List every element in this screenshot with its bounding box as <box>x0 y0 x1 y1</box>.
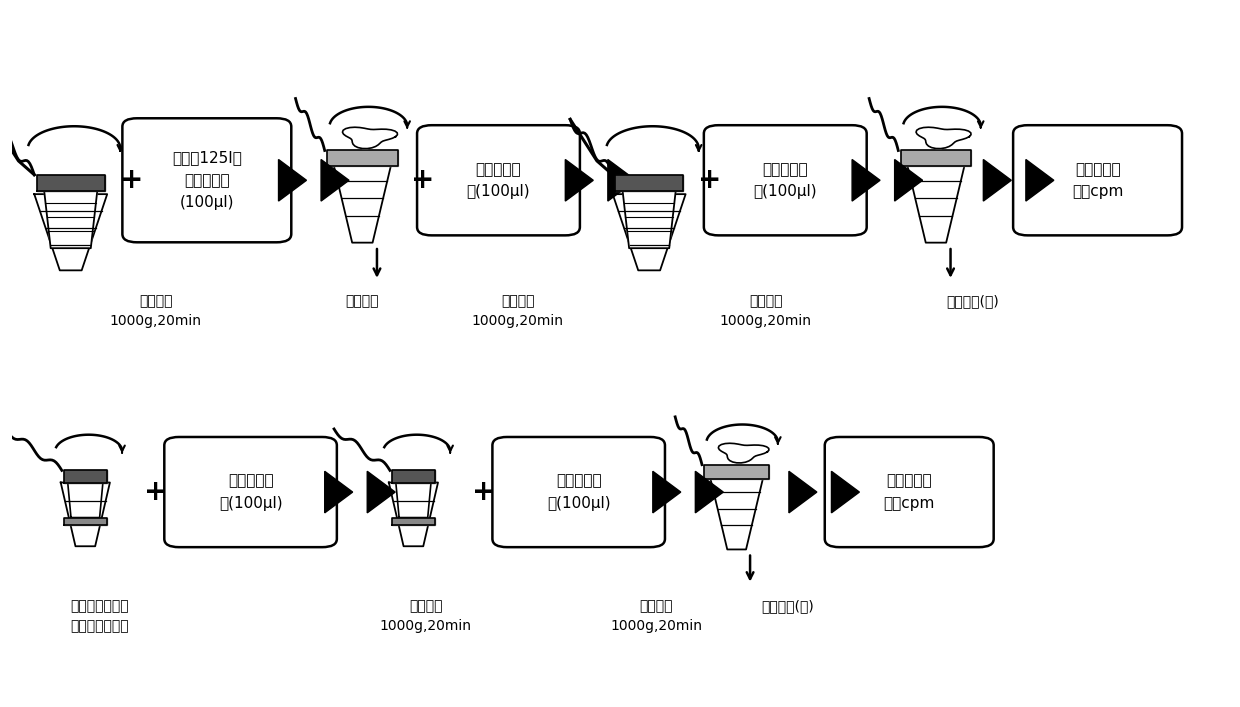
Text: 超滤离心
1000g,20min: 超滤离心 1000g,20min <box>472 295 564 328</box>
Text: 超滤下液(总): 超滤下液(总) <box>946 295 998 309</box>
Polygon shape <box>832 472 859 513</box>
Polygon shape <box>709 476 764 549</box>
Polygon shape <box>613 194 686 270</box>
Polygon shape <box>906 163 965 243</box>
Text: 超滤上液(总): 超滤上液(总) <box>761 600 815 614</box>
FancyBboxPatch shape <box>1013 125 1182 235</box>
Polygon shape <box>900 151 971 166</box>
Polygon shape <box>696 472 723 513</box>
Polygon shape <box>396 479 432 518</box>
Text: +: + <box>144 478 167 506</box>
Polygon shape <box>615 175 683 192</box>
Text: 生理盐水洗
涤(100μl): 生理盐水洗 涤(100μl) <box>754 162 817 199</box>
Text: 超滤离心
1000g,20min: 超滤离心 1000g,20min <box>379 600 471 633</box>
Text: +: + <box>120 166 143 194</box>
Polygon shape <box>622 189 676 248</box>
Polygon shape <box>64 518 107 525</box>
Polygon shape <box>67 479 103 518</box>
Polygon shape <box>367 472 396 513</box>
Polygon shape <box>334 163 392 243</box>
Polygon shape <box>392 470 435 482</box>
Text: +: + <box>698 166 722 194</box>
FancyBboxPatch shape <box>123 118 291 243</box>
Polygon shape <box>325 472 352 513</box>
Text: 超滤离心
1000g,20min: 超滤离心 1000g,20min <box>720 295 812 328</box>
FancyBboxPatch shape <box>492 437 665 547</box>
Polygon shape <box>894 160 923 201</box>
Polygon shape <box>64 470 107 482</box>
Text: 掺入含125I标
记血浆样品
(100μl): 掺入含125I标 记血浆样品 (100μl) <box>172 151 242 210</box>
Text: 生理盐水洗
涤(100μl): 生理盐水洗 涤(100μl) <box>547 474 610 510</box>
Polygon shape <box>852 160 880 201</box>
Text: 测定放射性
计数cpm: 测定放射性 计数cpm <box>1071 162 1123 199</box>
Polygon shape <box>321 160 348 201</box>
Polygon shape <box>1025 160 1054 201</box>
Polygon shape <box>983 160 1012 201</box>
Text: 将滤膜取出反置
于另一超滤管中: 将滤膜取出反置 于另一超滤管中 <box>71 600 129 633</box>
Text: +: + <box>412 166 435 194</box>
Polygon shape <box>916 127 971 148</box>
Text: +: + <box>472 478 496 506</box>
FancyBboxPatch shape <box>704 125 867 235</box>
Polygon shape <box>43 189 98 248</box>
Polygon shape <box>718 443 769 463</box>
Text: 测定放射性
计数cpm: 测定放射性 计数cpm <box>884 474 935 510</box>
Text: 超滤离心
1000g,20min: 超滤离心 1000g,20min <box>110 295 202 328</box>
Polygon shape <box>789 472 817 513</box>
Polygon shape <box>35 194 107 270</box>
FancyBboxPatch shape <box>417 125 580 235</box>
Text: 生理盐水洗
涤(100μl): 生理盐水洗 涤(100μl) <box>466 162 531 199</box>
Polygon shape <box>608 160 636 201</box>
Text: 超滤下液: 超滤下液 <box>346 295 379 309</box>
Polygon shape <box>392 518 435 525</box>
Text: 生理盐水洗
涤(100μl): 生理盐水洗 涤(100μl) <box>218 474 283 510</box>
Text: 超滤离心
1000g,20min: 超滤离心 1000g,20min <box>610 600 702 633</box>
Polygon shape <box>389 482 438 547</box>
Polygon shape <box>342 127 398 148</box>
Polygon shape <box>61 482 110 547</box>
Polygon shape <box>704 464 769 479</box>
Polygon shape <box>37 175 104 192</box>
Polygon shape <box>652 472 681 513</box>
FancyBboxPatch shape <box>825 437 993 547</box>
Polygon shape <box>565 160 593 201</box>
Polygon shape <box>327 151 398 166</box>
FancyBboxPatch shape <box>164 437 337 547</box>
Polygon shape <box>279 160 306 201</box>
